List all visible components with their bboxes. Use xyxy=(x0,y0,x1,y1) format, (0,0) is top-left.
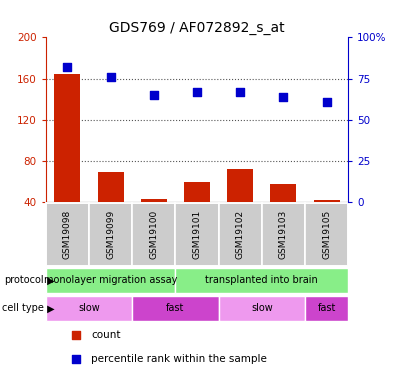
Text: fast: fast xyxy=(318,303,336,313)
Text: slow: slow xyxy=(251,303,273,313)
Point xyxy=(194,89,200,95)
Bar xyxy=(132,202,176,266)
Text: GSM19105: GSM19105 xyxy=(322,210,331,259)
Title: GDS769 / AF072892_s_at: GDS769 / AF072892_s_at xyxy=(109,21,285,35)
Bar xyxy=(46,296,132,321)
Text: slow: slow xyxy=(78,303,100,313)
Bar xyxy=(271,184,297,203)
Bar xyxy=(176,202,219,266)
Text: ▶: ▶ xyxy=(44,275,55,285)
Point xyxy=(73,332,79,338)
Text: fast: fast xyxy=(166,303,185,313)
Bar xyxy=(314,200,339,202)
Bar xyxy=(305,296,348,321)
Bar xyxy=(46,268,176,293)
Text: GSM19098: GSM19098 xyxy=(63,210,72,259)
Bar xyxy=(55,74,80,202)
Bar xyxy=(46,202,89,266)
Bar xyxy=(305,202,348,266)
Point xyxy=(73,356,79,362)
Text: cell type: cell type xyxy=(2,303,44,313)
Bar xyxy=(227,170,253,202)
Text: GSM19099: GSM19099 xyxy=(106,210,115,259)
Text: ▶: ▶ xyxy=(44,303,55,313)
Bar xyxy=(141,200,167,202)
Point xyxy=(280,94,287,100)
Point xyxy=(107,74,114,80)
Bar xyxy=(262,202,305,266)
Point xyxy=(324,99,330,105)
Text: transplanted into brain: transplanted into brain xyxy=(205,275,318,285)
Bar xyxy=(132,296,219,321)
Text: GSM19101: GSM19101 xyxy=(193,210,201,259)
Text: percentile rank within the sample: percentile rank within the sample xyxy=(91,354,267,364)
Text: protocol: protocol xyxy=(4,275,44,285)
Bar xyxy=(89,202,132,266)
Bar xyxy=(219,202,262,266)
Text: GSM19100: GSM19100 xyxy=(149,210,158,259)
Text: monolayer migration assay: monolayer migration assay xyxy=(44,275,177,285)
Text: GSM19103: GSM19103 xyxy=(279,210,288,259)
Point xyxy=(150,92,157,98)
Text: count: count xyxy=(91,330,121,340)
Bar xyxy=(184,182,210,203)
Bar xyxy=(176,268,348,293)
Bar xyxy=(98,171,123,202)
Point xyxy=(64,64,70,70)
Point xyxy=(237,89,244,95)
Bar xyxy=(219,296,305,321)
Text: GSM19102: GSM19102 xyxy=(236,210,245,259)
